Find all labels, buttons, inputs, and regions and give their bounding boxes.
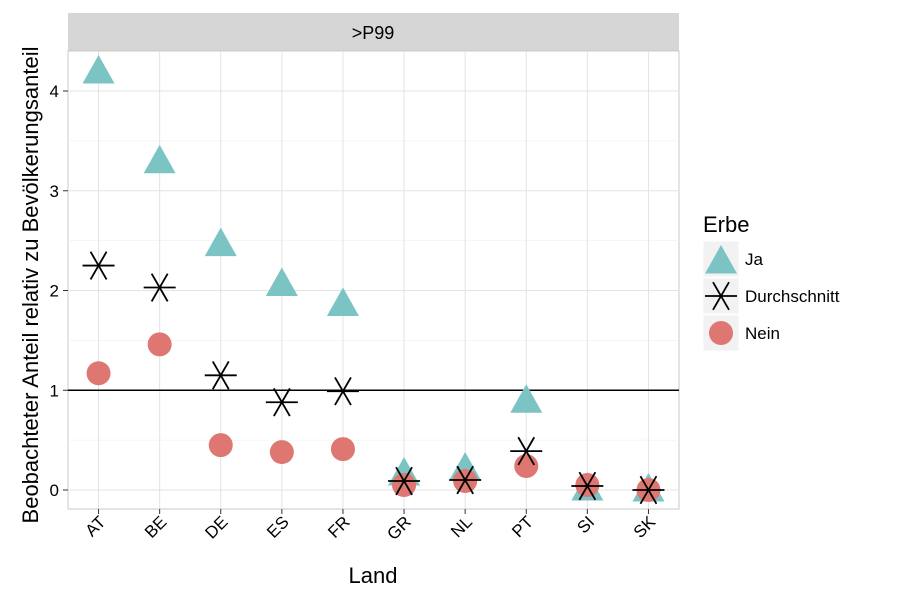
y-tick-label: 4 [50,82,59,101]
point-ja [326,287,359,316]
asterisk-stroke [578,471,597,501]
point-nein [330,437,355,462]
point-durchschnitt [204,360,237,390]
point-durchschnitt [326,376,359,406]
asterisk-stroke [334,376,352,406]
plot-panel [67,50,680,510]
point-durchschnitt [143,273,176,302]
x-tick-label: ES [263,512,292,541]
legend-title: Erbe [703,212,749,237]
point-nein [514,454,539,479]
x-tick-label: NL [447,512,476,541]
legend-key-triangle [705,245,737,274]
asterisk-stroke [517,436,536,466]
x-tick-label: GR [383,512,414,543]
x-tick-label: FR [324,512,353,541]
facet-strip [68,13,679,51]
legend-label: Nein [745,324,780,343]
point-nein [392,473,417,498]
point-durchschnitt [571,471,604,501]
point-nein [86,361,111,386]
asterisk-stroke [395,466,413,496]
y-tick-label: 1 [50,381,59,400]
legend-label: Durchschnitt [745,287,840,306]
asterisk-stroke [639,475,658,505]
x-axis-label: Land [349,563,398,588]
legend-key-asterisk [705,281,737,311]
asterisk-stroke [712,281,730,311]
point-durchschnitt [265,387,298,417]
point-durchschnitt [510,436,543,466]
point-nein [208,433,233,458]
asterisk-stroke [456,465,474,495]
y-tick-label: 3 [50,182,59,201]
x-tick-label: SK [630,512,660,542]
point-nein [269,440,294,465]
point-durchschnitt [82,251,115,280]
asterisk-stroke [211,360,230,390]
asterisk-stroke [89,251,108,280]
x-tick-label: DE [201,512,231,542]
legend-label: Ja [745,250,764,269]
x-tick-label: AT [81,512,109,540]
facet-label: >P99 [352,23,395,43]
asterisk-stroke [273,387,291,417]
x-tick-label: SI [573,512,598,537]
x-tick-label: BE [141,512,170,541]
point-ja [143,144,176,174]
point-durchschnitt [449,465,482,495]
data-points [82,55,665,505]
point-durchschnitt [388,466,421,496]
y-tick-label: 0 [50,481,59,500]
asterisk-stroke [150,273,169,302]
point-durchschnitt [632,475,665,505]
point-ja [82,55,115,84]
y-axis: 0 1 2 3 4 [50,82,68,500]
y-tick-label: 2 [50,282,59,301]
x-tick-label: PT [508,512,537,541]
point-nein [147,332,172,357]
legend: Erbe Ja Durchschnitt Nein [702,212,840,352]
y-axis-label: Beobachteter Anteil relativ zu Bevölkeru… [18,47,43,524]
x-axis: AT BE DE ES FR GR NL PT SI SK [81,509,660,544]
point-ja [510,384,543,413]
point-ja [265,267,298,296]
point-ja [204,227,237,257]
legend-key-circle [709,321,733,345]
